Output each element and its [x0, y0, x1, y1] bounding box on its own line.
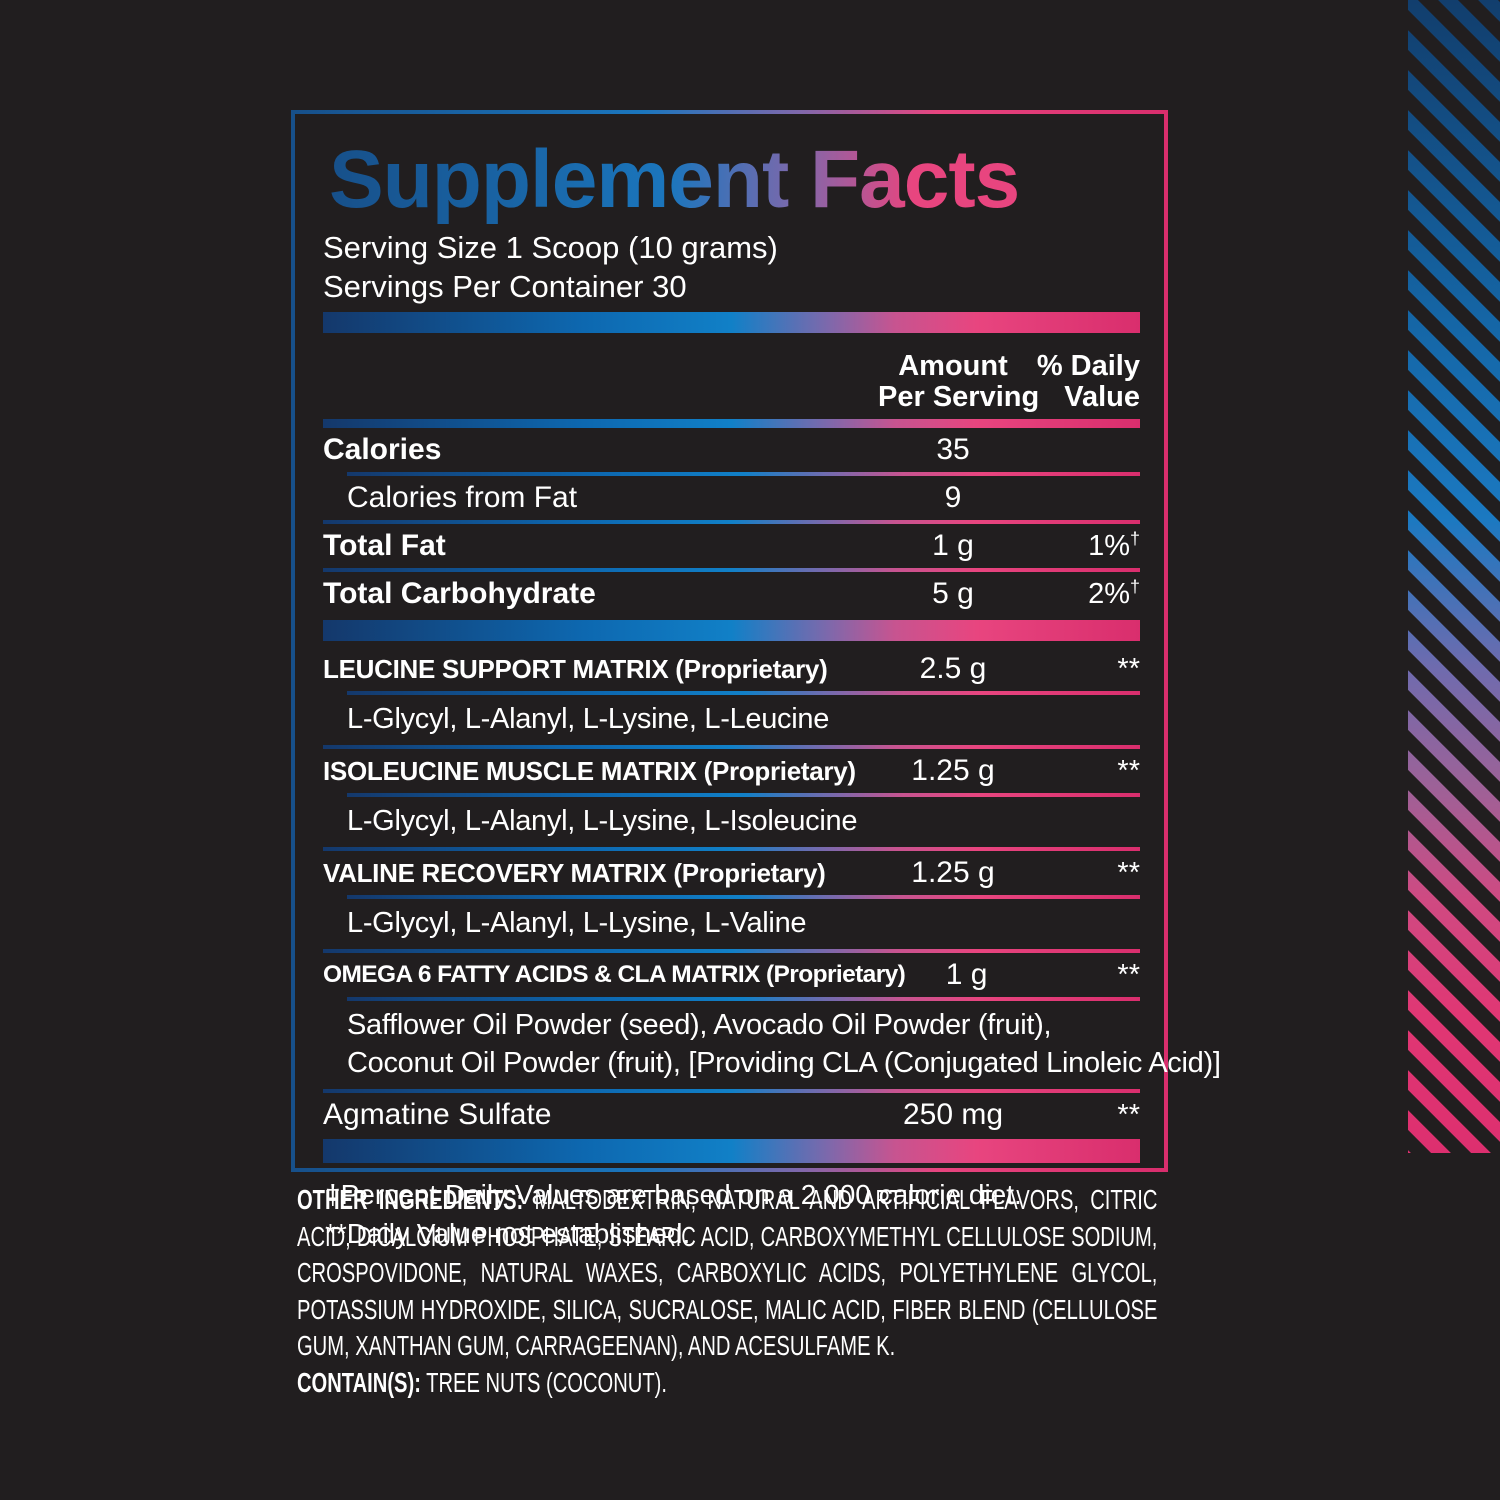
row-separator: [323, 1089, 1140, 1093]
nutrient-name: Agmatine Sulfate: [323, 1098, 552, 1131]
row-separator: [347, 793, 1140, 797]
row-separator: [347, 895, 1140, 899]
sub-ingredient-line: Safflower Oil Powder (seed), Avocado Oil…: [347, 1009, 1052, 1041]
row-separator: [323, 847, 1140, 851]
gradient-bar-header-bottom: [323, 419, 1140, 428]
sub-ingredient-line: L-Glycyl, L-Alanyl, L-Lysine, L-Valine: [347, 907, 807, 939]
nutrient-amount: 1 g: [932, 529, 974, 562]
nutrient-amount: 9: [944, 481, 962, 514]
row-separator: [323, 949, 1140, 953]
diagonal-stripes-decoration: [1408, 0, 1500, 1153]
footnotes: †Percent Daily Values are based on a 2,0…: [323, 1175, 1140, 1253]
nutrient-amount: 250 mg: [902, 1098, 1004, 1131]
column-header-amount: Amount Per Serving: [878, 350, 1040, 413]
nutrient-daily-value: **: [1117, 652, 1140, 685]
table-row: ISOLEUCINE MUSCLE MATRIX (Proprietary) 1.…: [323, 749, 1140, 793]
table-row: L-Glycyl, L-Alanyl, L-Lysine, L-Isoleuci…: [323, 797, 1140, 847]
nutrient-name: LEUCINE SUPPORT MATRIX (Proprietary): [323, 653, 828, 684]
table-row: L-Glycyl, L-Alanyl, L-Lysine, L-Leucine: [323, 695, 1140, 745]
column-header-daily-value: % Daily Value: [1036, 350, 1140, 413]
nutrient-name: VALINE RECOVERY MATRIX (Proprietary): [323, 857, 826, 888]
nutrient-name: Total Carbohydrate: [323, 577, 596, 610]
gradient-bar-bottom: [323, 1139, 1140, 1163]
page-title: Supplement Facts: [329, 134, 1140, 226]
serving-size-text: Serving Size 1 Scoop (10 grams): [323, 230, 778, 265]
row-separator: [347, 997, 1140, 1001]
footnote-dv-not-established: **Daily Value not established.: [325, 1218, 691, 1249]
nutrient-amount: 1.25 g: [911, 754, 995, 787]
nutrient-amount: 1.25 g: [911, 856, 995, 889]
contains-label: CONTAIN(S):: [297, 1366, 421, 1398]
table-row: VALINE RECOVERY MATRIX (Proprietary) 1.25…: [323, 851, 1140, 895]
footnote-daily-values: †Percent Daily Values are based on a 2,0…: [325, 1179, 1022, 1210]
row-separator: [323, 745, 1140, 749]
nutrition-rows: Calories 35 Calories from Fat 9 Total Fat 1 g…: [323, 428, 1221, 1137]
nutrient-daily-value: 1%†: [1088, 527, 1140, 562]
contains-line: CONTAIN(S): TREE NUTS (COCONUT).: [297, 1365, 1157, 1402]
nutrient-daily-value: 2%†: [1088, 575, 1140, 610]
table-row: Total Fat 1 g 1%†: [323, 524, 1140, 568]
nutrient-daily-value: **: [1117, 958, 1140, 991]
nutrient-daily-value: **: [1117, 754, 1140, 787]
other-ingredients-label: OTHER INGREDIENTS:: [297, 1184, 524, 1215]
row-separator: [347, 691, 1140, 695]
other-ingredients-paragraph: OTHER INGREDIENTS: MALTODEXTRIN, NATURAL…: [297, 1182, 1157, 1365]
stripes-svg: [1408, 0, 1500, 1153]
nutrient-amount: 35: [936, 433, 970, 466]
table-row: L-Glycyl, L-Alanyl, L-Lysine, L-Valine: [323, 899, 1140, 949]
gradient-bar-middle: [323, 620, 1140, 641]
table-row: Calories 35: [323, 428, 1140, 472]
nutrient-amount: 5 g: [932, 577, 974, 610]
nutrient-name: ISOLEUCINE MUSCLE MATRIX (Proprietary): [323, 755, 856, 786]
nutrient-name: Calories: [323, 433, 442, 466]
other-ingredients-section: OTHER INGREDIENTS: MALTODEXTRIN, NATURAL…: [297, 1182, 1157, 1401]
sub-ingredient-line: Coconut Oil Powder (fruit), [Providing C…: [347, 1047, 1221, 1079]
nutrient-name: Calories from Fat: [347, 481, 578, 514]
gradient-bar-top: [323, 312, 1140, 333]
table-row: Agmatine Sulfate 250 mg **: [323, 1093, 1140, 1137]
nutrient-amount: 1 g: [945, 958, 988, 991]
nutrient-name: Total Fat: [323, 529, 446, 562]
nutrient-amount: 2.5 g: [919, 652, 987, 685]
table-header-row: Amount Per Serving % Daily Value: [323, 341, 1140, 419]
sub-ingredient-line: L-Glycyl, L-Alanyl, L-Lysine, L-Leucine: [347, 703, 830, 735]
row-separator: [347, 472, 1140, 476]
nutrient-daily-value: **: [1117, 856, 1140, 889]
servings-per-container-text: Servings Per Container 30: [323, 269, 687, 304]
table-row: OMEGA 6 FATTY ACIDS & CLA MATRIX (Propri…: [323, 953, 1140, 997]
supplement-facts-panel: Supplement Facts Serving Size 1 Scoop (1…: [291, 110, 1221, 1249]
row-separator: [323, 568, 1140, 572]
other-ingredients-text: MALTODEXTRIN, NATURAL AND ARTIFICIAL FLA…: [297, 1184, 1158, 1361]
sub-ingredient-line: L-Glycyl, L-Alanyl, L-Lysine, L-Isoleuci…: [347, 805, 858, 837]
row-separator: [323, 520, 1140, 524]
table-row: LEUCINE SUPPORT MATRIX (Proprietary) 2.5 …: [323, 647, 1140, 691]
table-row: Calories from Fat 9: [323, 476, 1140, 520]
nutrient-daily-value: **: [1117, 1098, 1140, 1131]
table-row: Total Carbohydrate 5 g 2%†: [323, 572, 1140, 616]
nutrient-name: OMEGA 6 FATTY ACIDS & CLA MATRIX (Propri…: [323, 961, 906, 988]
table-row: Safflower Oil Powder (seed), Avocado Oil…: [323, 1001, 1221, 1089]
contains-text: TREE NUTS (COCONUT).: [426, 1366, 667, 1398]
